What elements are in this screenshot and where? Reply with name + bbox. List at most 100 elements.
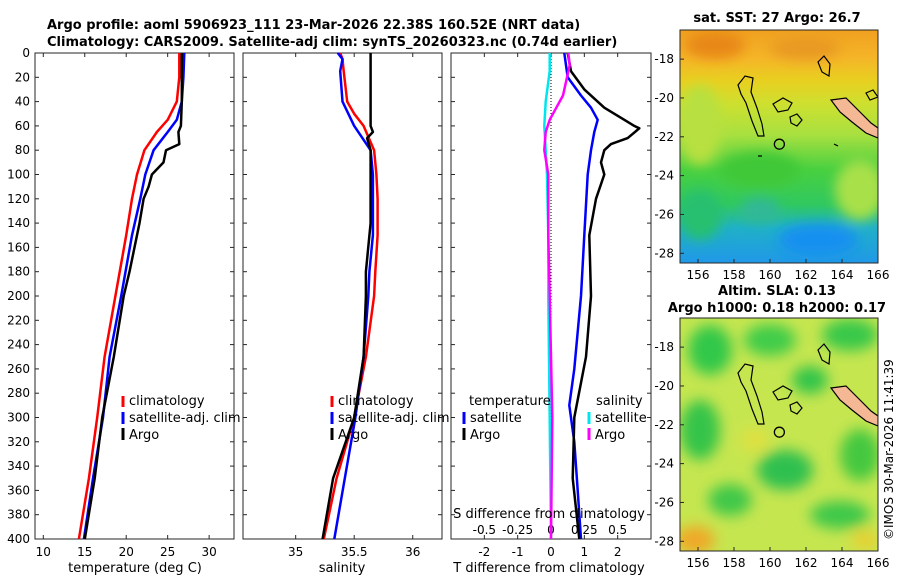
depth-tick-label: 140 [7,216,30,230]
map-x-tick-label: 158 [723,556,746,570]
map-y-tick-label: -28 [654,534,674,548]
depth-tick-label: 100 [7,168,30,182]
map-x-tick-label: 156 [687,556,710,570]
legend-label-argo: Argo [129,428,159,443]
map-y-tick-label: -26 [654,207,674,221]
series-line-t-satellite [563,52,599,540]
map-x-tick-label: 158 [723,268,746,282]
map-y-tick-label: -18 [654,52,674,66]
depth-tick-label: 380 [7,508,30,522]
island-coastline [789,113,803,127]
sst-map-axes [679,29,879,264]
map-x-tick-label: 162 [795,556,818,570]
map-x-tick-label: 164 [831,268,854,282]
map-x-tick-label: 162 [795,268,818,282]
legend-label-t-satellite: satellite [470,411,522,426]
map-x-tick-label: 160 [759,556,782,570]
island-coastline [737,363,765,425]
map-y-tick-label: -18 [654,340,674,354]
sla-map-title-line-2: Argo h1000: 0.18 h2000: 0.17 [668,301,886,316]
depth-tick-label: 280 [7,386,30,400]
s-diff-tick-label: 0.5 [608,523,627,537]
legend-title-temperature: temperature [469,394,551,409]
legend-label-satellite: satellite-adj. clim [129,411,241,426]
map-x-tick-label: 164 [831,556,854,570]
depth-tick-label: 240 [7,338,30,352]
depth-tick-label: 340 [7,459,30,473]
series-line-s-argo [543,52,571,540]
depth-tick-label: 80 [15,143,30,157]
x-tick-label: 15 [77,545,92,559]
salinity-legend: climatology satellite-adj. clim Argo [330,394,450,443]
legend-label-s-argo: Argo [595,428,625,443]
t-difference-xlabel: T difference from climatology [452,561,645,576]
sst-map-coastlines [737,55,878,157]
legend-label-t-argo: Argo [470,428,500,443]
x-tick-label: -1 [512,545,524,559]
salinity-axes [242,52,443,540]
island-coastline [817,343,831,365]
map-y-tick-label: -26 [654,495,674,509]
s-diff-tick-label: -0.25 [502,523,533,537]
imos-credit: ©IMOS 30-Mar-2026 11:41:39 [882,359,896,540]
s-diff-tick-label: 0.25 [571,523,598,537]
land-new-caledonia [829,385,878,427]
x-tick-label: 0 [547,545,555,559]
depth-tick-label: 360 [7,483,30,497]
legend-label-argo: Argo [338,428,368,443]
figure-title-line-2: Climatology: CARS2009. Satellite-adj cli… [47,35,617,50]
map-y-tick-label: -24 [654,457,674,471]
island-coastline [772,385,793,401]
series-line-argo [321,53,375,540]
sla-map-coastlines [737,343,878,427]
depth-tick-label: 200 [7,289,30,303]
sla-map-field [680,318,878,551]
land-new-caledonia [829,97,878,139]
difference-legend: temperature satellite Argo salinity sate… [462,394,647,443]
sst-map-field [680,30,878,263]
x-tick-label: -2 [478,545,490,559]
island-coastline [817,55,831,77]
legend-label-climatology: climatology [338,394,414,409]
x-tick-label: 35 [288,545,303,559]
map-x-tick-label: 160 [759,268,782,282]
depth-tick-label: 0 [22,46,30,60]
depth-tick-label: 40 [15,95,30,109]
s-difference-xlabel: S difference from climatology [453,507,645,522]
s-diff-tick-label: -0.5 [473,523,496,537]
island-coastline [789,401,803,415]
sla-map-axes [679,317,879,552]
depth-tick-label: 160 [7,240,30,254]
depth-tick-label: 320 [7,435,30,449]
sst-map-title: sat. SST: 27 Argo: 26.7 [693,11,860,26]
x-tick-label: 25 [160,545,175,559]
island-coastline [833,143,839,147]
depth-tick-label: 260 [7,362,30,376]
x-tick-label: 1 [581,545,589,559]
series-line-t-argo [566,52,641,540]
temperature-axes [34,52,235,540]
depth-tick-label: 120 [7,192,30,206]
map-y-tick-label: -28 [654,246,674,260]
island-coastline [737,75,765,137]
series-line-satellite-adj-clim [82,52,186,540]
depth-tick-label: 300 [7,411,30,425]
map-y-tick-label: -20 [654,379,674,393]
temperature-xlabel: temperature (deg C) [68,561,202,576]
x-tick-label: 2 [614,545,622,559]
argo-position-marker [773,426,786,438]
legend-label-s-satellite: satellite [595,411,647,426]
map-y-tick-label: -22 [654,130,674,144]
island-coastline [865,89,878,101]
legend-label-satellite: satellite-adj. clim [338,411,450,426]
x-tick-label: 20 [119,545,134,559]
x-tick-label: 30 [201,545,216,559]
figure-title-line-1: Argo profile: aoml 5906923_111 23-Mar-20… [47,18,580,33]
depth-tick-label: 20 [15,70,30,84]
map-y-tick-label: -20 [654,91,674,105]
x-tick-label: 36 [405,545,420,559]
series-line-climatology [77,53,181,540]
temperature-legend: climatology satellite-adj. clim Argo [121,394,241,443]
depth-tick-label: 400 [7,532,30,546]
